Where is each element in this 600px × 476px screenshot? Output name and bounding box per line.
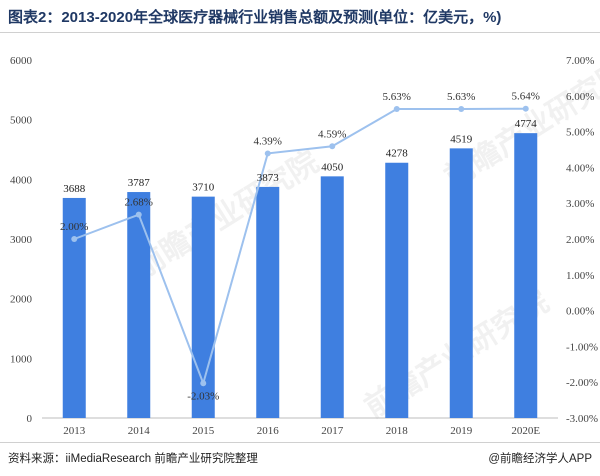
source-note: 资料来源：iiMediaResearch 前瞻产业研究院整理 bbox=[8, 453, 258, 465]
growth-line bbox=[73, 107, 526, 387]
right-tick-label: 7.00% bbox=[566, 55, 594, 67]
line-point bbox=[329, 143, 336, 150]
data-labels: 3688 3787 3710 3873 4050 4278 4519 4774 2.00% 2.6… bbox=[60, 91, 540, 403]
bar-value-label: 4519 bbox=[450, 133, 473, 145]
line-point bbox=[71, 236, 78, 242]
x-axis: 2013 2014 2015 2016 2017 2018 2019 2020E bbox=[42, 417, 558, 437]
right-axis: -3.00% -2.00% -1.00% 0.00% 1.00% 2.00% 3.00% 4.… bbox=[566, 55, 598, 425]
left-tick-label: 2000 bbox=[10, 294, 33, 306]
line-value-label: 5.64% bbox=[512, 91, 540, 103]
left-tick-label: 3000 bbox=[10, 234, 33, 246]
line-value-label: 4.59% bbox=[318, 128, 346, 140]
bar-series bbox=[62, 133, 538, 418]
x-tick-label: 2017 bbox=[321, 425, 344, 437]
line-point bbox=[135, 211, 142, 218]
left-axis: 0 1000 2000 3000 4000 5000 6000 bbox=[10, 55, 33, 425]
right-tick-label: 4.00% bbox=[566, 162, 594, 174]
line-point bbox=[200, 380, 207, 387]
right-tick-label: -1.00% bbox=[566, 341, 598, 353]
line-point bbox=[393, 106, 400, 113]
brand-label: @前瞻经济学人APP bbox=[488, 453, 592, 465]
chart: 0 1000 2000 3000 4000 5000 6000 -3.00% -2.00% -1… bbox=[10, 55, 598, 437]
bar bbox=[385, 162, 409, 418]
bar bbox=[256, 186, 280, 418]
x-tick-label: 2019 bbox=[450, 425, 473, 437]
right-tick-label: -2.00% bbox=[566, 377, 598, 389]
footer-divider bbox=[0, 442, 600, 443]
x-tick-label: 2015 bbox=[192, 425, 215, 437]
right-tick-label: 5.00% bbox=[566, 127, 594, 139]
left-tick-label: 0 bbox=[27, 413, 33, 425]
left-tick-label: 5000 bbox=[10, 115, 33, 127]
bar-value-label: 4278 bbox=[386, 148, 409, 160]
bar bbox=[514, 133, 538, 418]
x-tick-label: 2013 bbox=[63, 425, 86, 437]
bar bbox=[449, 148, 473, 418]
line-point bbox=[458, 106, 465, 113]
line-series bbox=[71, 105, 529, 387]
line-value-label: 2.68% bbox=[125, 197, 153, 209]
bar bbox=[127, 192, 151, 418]
bar-value-label: 3710 bbox=[192, 182, 215, 194]
bar-value-label: 4050 bbox=[321, 161, 344, 173]
chart-title: 图表2：2013-2020年全球医疗器械行业销售总额及预测(单位：亿美元，%) bbox=[8, 9, 502, 26]
bar-value-label: 3787 bbox=[128, 177, 151, 189]
bar-value-label: 3873 bbox=[257, 172, 280, 184]
x-tick-label: 2020E bbox=[511, 425, 540, 437]
title-divider bbox=[0, 32, 600, 33]
bar-value-label: 3688 bbox=[63, 183, 86, 195]
x-tick-label: 2018 bbox=[386, 425, 409, 437]
right-tick-label: 3.00% bbox=[566, 198, 594, 210]
bar-value-label: 4774 bbox=[515, 118, 538, 130]
line-value-label: 5.63% bbox=[383, 91, 411, 103]
right-tick-label: 6.00% bbox=[566, 91, 594, 103]
left-tick-label: 6000 bbox=[10, 55, 33, 67]
left-tick-label: 4000 bbox=[10, 174, 33, 186]
left-tick-label: 1000 bbox=[10, 353, 33, 365]
line-value-label: 2.00% bbox=[60, 221, 88, 233]
right-tick-label: -3.00% bbox=[566, 413, 598, 425]
bar bbox=[62, 197, 86, 418]
x-tick-label: 2016 bbox=[257, 425, 280, 437]
line-point bbox=[264, 150, 271, 157]
line-value-label: -2.03% bbox=[187, 390, 219, 402]
line-value-label: 4.39% bbox=[254, 135, 282, 147]
bar bbox=[320, 176, 344, 418]
right-tick-label: 1.00% bbox=[566, 270, 594, 282]
right-tick-label: 0.00% bbox=[566, 306, 594, 318]
line-point bbox=[522, 105, 529, 112]
right-tick-label: 2.00% bbox=[566, 234, 594, 246]
footer: 资料来源：iiMediaResearch 前瞻产业研究院整理 @前瞻经济学人AP… bbox=[8, 450, 592, 466]
x-tick-label: 2014 bbox=[128, 425, 151, 437]
line-value-label: 5.63% bbox=[447, 91, 475, 103]
